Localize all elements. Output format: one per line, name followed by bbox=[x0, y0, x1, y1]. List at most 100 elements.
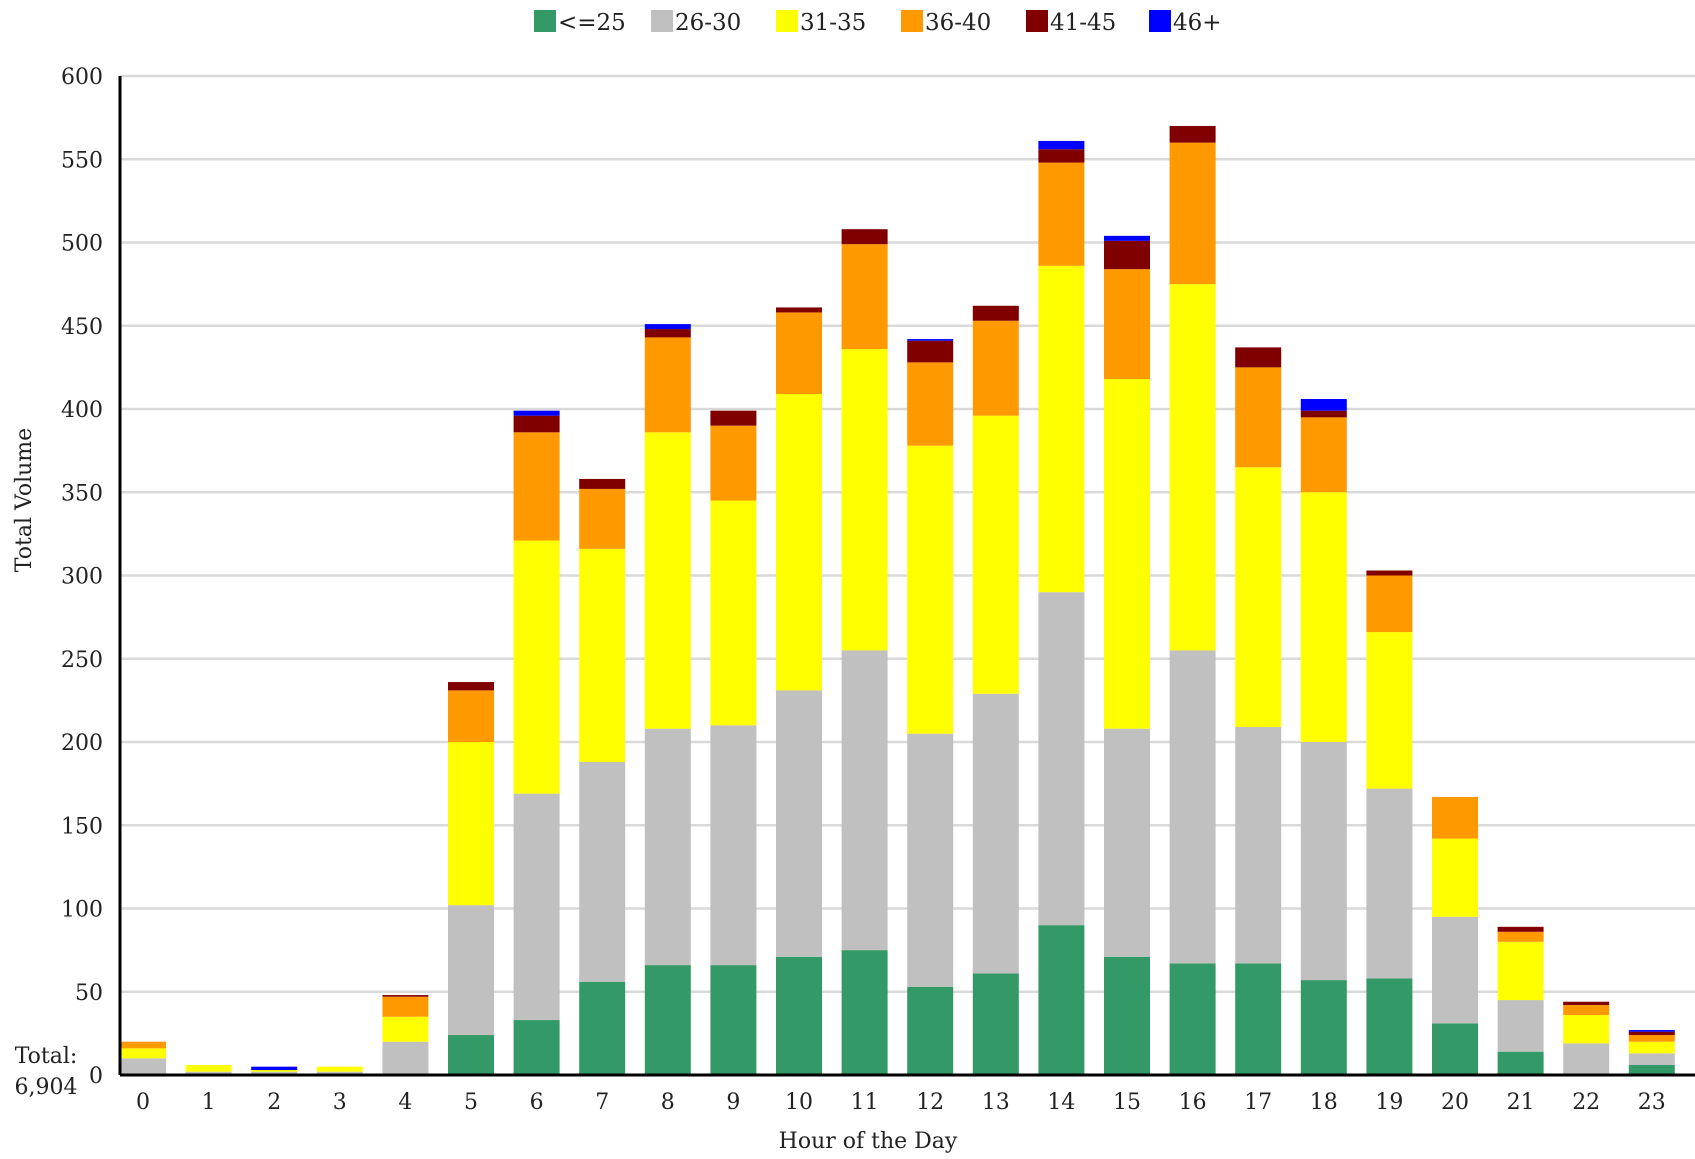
bar-segment[interactable] bbox=[1366, 570, 1413, 576]
bar-segment[interactable] bbox=[1169, 142, 1216, 285]
bar-segment[interactable] bbox=[579, 488, 626, 549]
bar-segment[interactable] bbox=[1038, 162, 1085, 266]
bar-segment[interactable] bbox=[1104, 235, 1150, 241]
bar-segment[interactable] bbox=[710, 425, 757, 501]
bar-segment[interactable] bbox=[776, 394, 822, 691]
bar-segment[interactable] bbox=[1628, 1065, 1675, 1075]
bar-segment[interactable] bbox=[972, 320, 1019, 416]
bar-segment[interactable] bbox=[644, 324, 691, 330]
bar-segment[interactable] bbox=[1497, 1000, 1544, 1052]
bar-segment[interactable] bbox=[1235, 467, 1282, 728]
bar-segment[interactable] bbox=[644, 965, 691, 1075]
bar-segment[interactable] bbox=[448, 682, 494, 691]
bar-segment[interactable] bbox=[1497, 931, 1544, 942]
bar-segment[interactable] bbox=[1300, 417, 1347, 493]
bar-segment[interactable] bbox=[579, 981, 626, 1075]
bar-segment[interactable] bbox=[579, 761, 626, 982]
bar-segment[interactable] bbox=[1628, 1053, 1675, 1066]
bar-segment[interactable] bbox=[251, 1066, 298, 1071]
bar-segment[interactable] bbox=[1235, 347, 1282, 368]
bar-segment[interactable] bbox=[776, 307, 822, 313]
bar-segment[interactable] bbox=[579, 548, 626, 762]
bar-segment[interactable] bbox=[1235, 963, 1282, 1075]
bar-segment[interactable] bbox=[316, 1066, 363, 1072]
bar-segment[interactable] bbox=[185, 1065, 232, 1072]
bar-segment[interactable] bbox=[907, 362, 954, 446]
bar-segment[interactable] bbox=[1235, 367, 1282, 468]
bar-segment[interactable] bbox=[1038, 149, 1085, 163]
bar-segment[interactable] bbox=[1169, 125, 1216, 143]
bar-segment[interactable] bbox=[382, 1041, 429, 1075]
bar-segment[interactable] bbox=[513, 540, 560, 794]
bar-segment[interactable] bbox=[513, 432, 560, 541]
bar-segment[interactable] bbox=[710, 500, 757, 726]
bar-segment[interactable] bbox=[841, 244, 888, 350]
bar-segment[interactable] bbox=[1432, 1023, 1478, 1075]
bar-segment[interactable] bbox=[316, 1071, 363, 1075]
bar-segment[interactable] bbox=[1497, 926, 1544, 932]
legend-item[interactable]: 31-35 bbox=[776, 10, 866, 36]
bar-segment[interactable] bbox=[972, 305, 1019, 321]
bar-segment[interactable] bbox=[1038, 140, 1085, 150]
bar-segment[interactable] bbox=[1628, 1031, 1675, 1036]
bar-segment[interactable] bbox=[907, 986, 954, 1075]
bar-segment[interactable] bbox=[1300, 742, 1347, 981]
bar-segment[interactable] bbox=[382, 1016, 429, 1042]
bar-segment[interactable] bbox=[841, 349, 888, 651]
bar-segment[interactable] bbox=[1300, 399, 1347, 411]
bar-segment[interactable] bbox=[710, 965, 757, 1075]
bar-segment[interactable] bbox=[448, 905, 494, 1036]
legend-item[interactable]: 36-40 bbox=[901, 10, 991, 36]
bar-segment[interactable] bbox=[1366, 788, 1413, 979]
bar-segment[interactable] bbox=[448, 690, 494, 742]
bar-segment[interactable] bbox=[841, 650, 888, 951]
bar-segment[interactable] bbox=[1300, 410, 1347, 418]
bar-segment[interactable] bbox=[1366, 632, 1413, 789]
bar-segment[interactable] bbox=[1563, 1001, 1610, 1006]
bar-segment[interactable] bbox=[907, 340, 954, 363]
bar-segment[interactable] bbox=[1497, 1051, 1544, 1075]
bar-segment[interactable] bbox=[120, 1048, 166, 1059]
bar-segment[interactable] bbox=[185, 1071, 232, 1075]
bar-segment[interactable] bbox=[644, 432, 691, 729]
bar-segment[interactable] bbox=[1169, 650, 1216, 964]
legend-item[interactable]: 41-45 bbox=[1026, 10, 1116, 36]
bar-segment[interactable] bbox=[907, 445, 954, 734]
bar-segment[interactable] bbox=[776, 312, 822, 395]
bar-segment[interactable] bbox=[710, 410, 757, 426]
bar-segment[interactable] bbox=[907, 339, 954, 341]
bar-segment[interactable] bbox=[251, 1071, 298, 1075]
bar-segment[interactable] bbox=[972, 973, 1019, 1075]
bar-segment[interactable] bbox=[907, 733, 954, 987]
bar-segment[interactable] bbox=[1432, 838, 1478, 917]
bar-segment[interactable] bbox=[1235, 727, 1282, 964]
bar-segment[interactable] bbox=[1628, 1035, 1675, 1042]
bar-segment[interactable] bbox=[1169, 963, 1216, 1075]
bar-segment[interactable] bbox=[382, 996, 429, 1017]
bar-segment[interactable] bbox=[1628, 1030, 1675, 1032]
bar-segment[interactable] bbox=[1628, 1041, 1675, 1054]
bar-segment[interactable] bbox=[448, 742, 494, 906]
legend-item[interactable]: <=25 bbox=[534, 10, 626, 36]
bar-segment[interactable] bbox=[1497, 941, 1544, 1001]
bar-segment[interactable] bbox=[1038, 265, 1085, 593]
bar-segment[interactable] bbox=[841, 950, 888, 1075]
bar-segment[interactable] bbox=[841, 229, 888, 245]
bar-segment[interactable] bbox=[513, 410, 560, 416]
bar-segment[interactable] bbox=[1104, 240, 1150, 270]
bar-segment[interactable] bbox=[710, 725, 757, 966]
bar-segment[interactable] bbox=[776, 690, 822, 957]
bar-segment[interactable] bbox=[1169, 284, 1216, 651]
bar-segment[interactable] bbox=[513, 415, 560, 433]
bar-segment[interactable] bbox=[1104, 269, 1150, 380]
bar-segment[interactable] bbox=[644, 329, 691, 338]
bar-segment[interactable] bbox=[644, 337, 691, 433]
bar-segment[interactable] bbox=[579, 478, 626, 489]
bar-segment[interactable] bbox=[644, 728, 691, 966]
bar-segment[interactable] bbox=[1104, 728, 1150, 957]
bar-segment[interactable] bbox=[1104, 379, 1150, 729]
bar-segment[interactable] bbox=[972, 693, 1019, 974]
bar-segment[interactable] bbox=[251, 1070, 298, 1072]
bar-segment[interactable] bbox=[776, 956, 822, 1075]
bar-segment[interactable] bbox=[1038, 592, 1085, 926]
